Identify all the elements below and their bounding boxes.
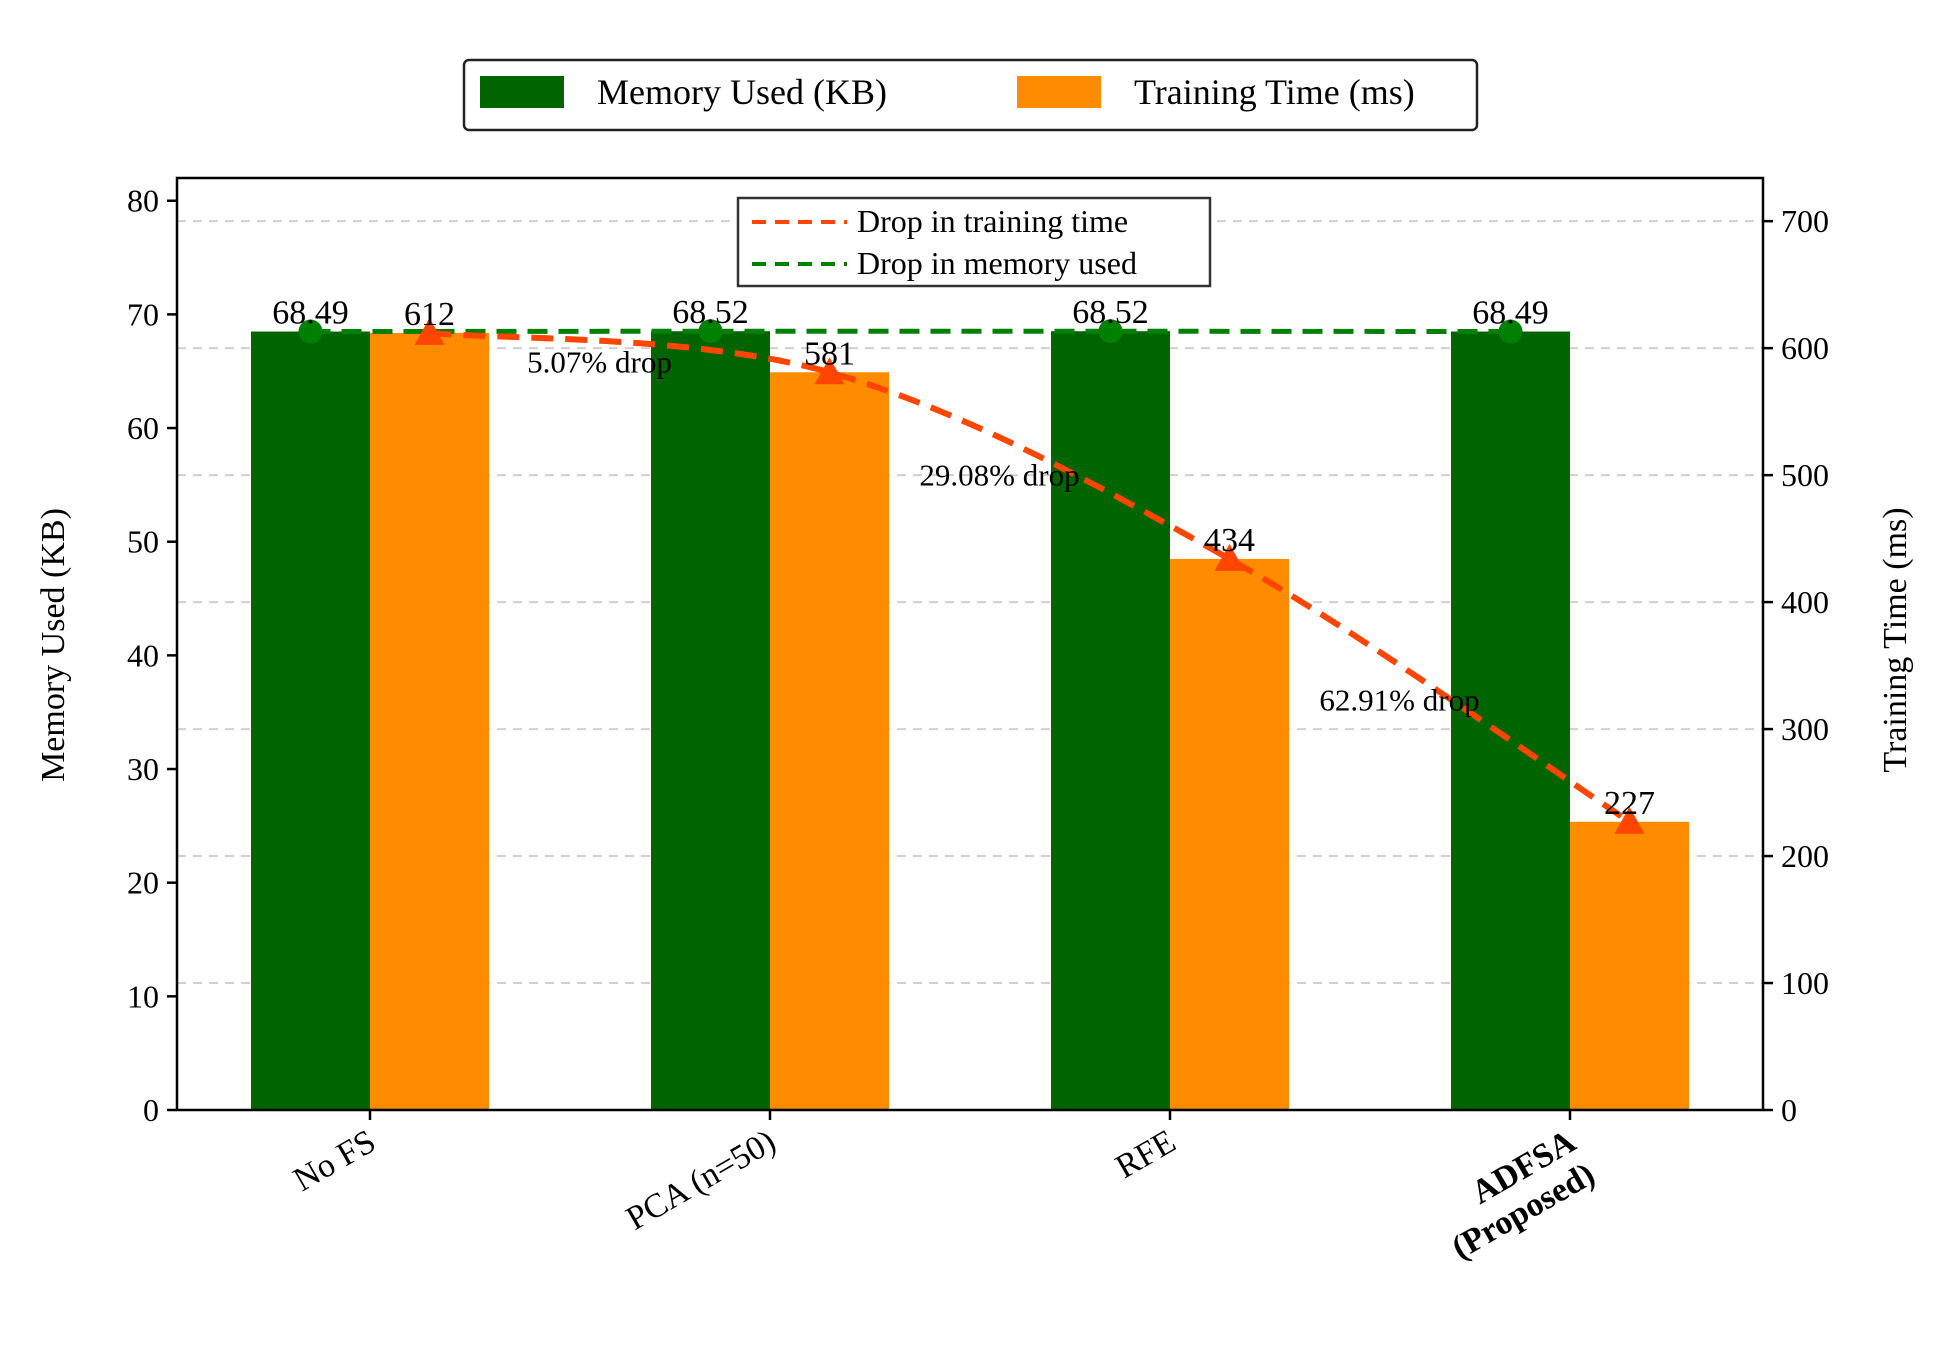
line-drop-training <box>429 329 1632 825</box>
tick-label-left-80: 80 <box>127 183 159 219</box>
marker-training-1 <box>814 357 845 385</box>
marker-memory-0 <box>298 319 323 344</box>
bar-memory-1 <box>651 331 770 1111</box>
tick-label-left-20: 20 <box>127 865 159 901</box>
bar-training-1 <box>770 372 889 1111</box>
data-label-training-0: 612 <box>404 296 455 333</box>
tick-label-right-200: 200 <box>1781 838 1829 874</box>
bar-memory-0 <box>251 331 370 1110</box>
annotation-drop-3: 62.91% drop <box>1319 682 1479 717</box>
drop-annotations: 5.07% drop 29.08% drop 62.91% drop <box>527 345 1479 718</box>
data-label-training-3: 227 <box>1604 785 1655 822</box>
tick-label-right-300: 300 <box>1781 711 1829 747</box>
legend-inner: Drop in training time Drop in memory use… <box>736 196 1212 288</box>
tick-label-right-400: 400 <box>1781 584 1829 620</box>
tick-label-right-0: 0 <box>1781 1092 1797 1128</box>
data-label-memory-2: 68.52 <box>1072 294 1149 331</box>
legend-label-drop-training: Drop in training time <box>857 203 1128 239</box>
y-axis-left-title: Memory Used (KB) <box>35 508 72 782</box>
tick-label-right-600: 600 <box>1781 330 1829 366</box>
tick-label-left-0: 0 <box>143 1092 159 1128</box>
tick-label-right-700: 700 <box>1781 203 1829 239</box>
annotation-drop-2: 29.08% drop <box>919 458 1079 493</box>
marker-training-0 <box>414 317 445 345</box>
tick-label-left-10: 10 <box>127 978 159 1014</box>
y-axis-right-title: Training Time (ms) <box>1877 507 1914 772</box>
legend-top: Memory Used (KB) Training Time (ms) <box>462 58 1479 132</box>
tick-label-left-70: 70 <box>127 296 159 332</box>
tick-label-left-60: 60 <box>127 410 159 446</box>
tick-label-right-500: 500 <box>1781 457 1829 493</box>
data-label-training-1: 581 <box>804 335 855 372</box>
bar-training-3 <box>1570 821 1689 1110</box>
data-label-memory-1: 68.52 <box>672 294 749 331</box>
bar-training-2 <box>1170 558 1289 1110</box>
bars <box>251 331 1689 1111</box>
bar-memory-3 <box>1451 331 1570 1110</box>
tick-label-left-30: 30 <box>127 751 159 787</box>
marker-memory-3 <box>1498 319 1523 344</box>
data-label-memory-0: 68.49 <box>272 295 349 332</box>
tick-label-right-100: 100 <box>1781 965 1829 1001</box>
annotation-drop-1: 5.07% drop <box>527 345 672 380</box>
bar-memory-2 <box>1051 331 1170 1111</box>
plot-frame <box>175 176 1765 1112</box>
marker-training-2 <box>1214 543 1245 571</box>
data-labels: 68.49 612 68.52 581 68.52 434 68.49 227 <box>272 294 1655 822</box>
legend-label-drop-memory: Drop in memory used <box>857 245 1137 281</box>
bar-training-0 <box>370 332 489 1110</box>
marker-training-3 <box>1614 806 1645 834</box>
tick-label-left-50: 50 <box>127 524 159 560</box>
tick-label-left-40: 40 <box>127 637 159 673</box>
legend-inner-frame <box>736 196 1212 288</box>
trend-lines <box>298 317 1645 834</box>
marker-memory-1 <box>698 319 723 344</box>
legend-label-training: Training Time (ms) <box>1134 72 1415 112</box>
data-label-training-2: 434 <box>1204 522 1255 559</box>
legend-top-frame <box>462 58 1479 132</box>
legend-swatch-memory <box>480 76 564 108</box>
legend-swatch-training <box>1017 76 1101 108</box>
marker-memory-2 <box>1098 319 1123 344</box>
legend-label-memory: Memory Used (KB) <box>597 72 887 112</box>
data-label-memory-3: 68.49 <box>1472 295 1549 332</box>
